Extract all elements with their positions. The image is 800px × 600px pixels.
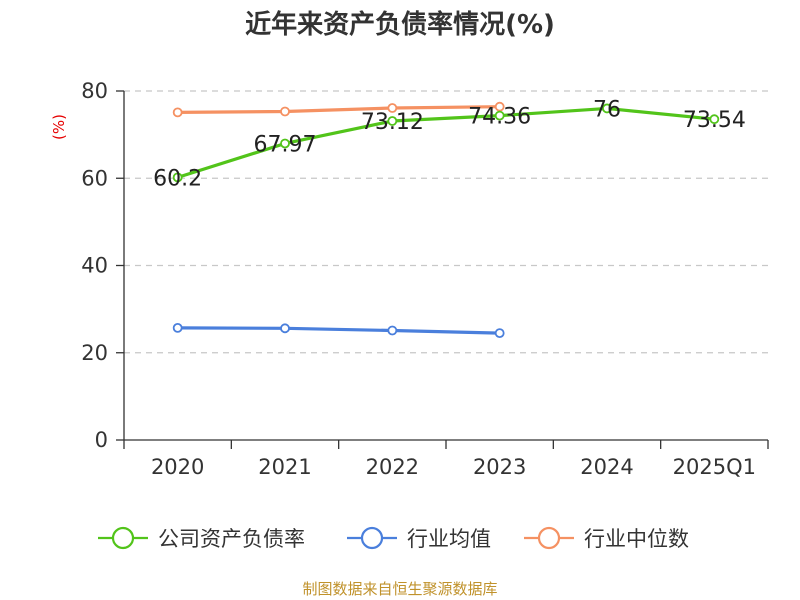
legend[interactable]: 公司资产负债率 行业均值 行业中位数 <box>98 526 689 551</box>
legend-item[interactable]: 公司资产负债率 <box>98 526 305 551</box>
series-lines <box>172 101 720 339</box>
chart-title: 近年来资产负债率情况(%) <box>245 9 555 40</box>
legend-label: 行业均值 <box>407 527 491 551</box>
data-point <box>280 106 290 117</box>
series-line <box>177 326 500 335</box>
data-label: 76 <box>593 97 621 122</box>
data-label: 73.54 <box>683 108 746 133</box>
legend-marker-icon <box>360 526 384 550</box>
data-point <box>172 107 183 118</box>
x-tick-label: 2021 <box>258 455 311 479</box>
axes: 0 20 40 60 80 2020 2021 2022 2023 2024 2025Q1 <box>81 79 769 479</box>
y-tick-label: 20 <box>81 341 108 365</box>
data-point <box>709 114 720 125</box>
data-point <box>280 138 290 149</box>
x-tick-label: 2025Q1 <box>673 455 756 479</box>
series-line <box>177 105 500 114</box>
grid-lines <box>124 90 768 354</box>
data-point <box>494 328 505 339</box>
data-label: 74.36 <box>468 105 531 130</box>
y-tick-label: 0 <box>95 428 108 452</box>
y-tick-label: 40 <box>81 254 108 278</box>
y-tick-label: 60 <box>81 166 108 190</box>
data-point <box>172 322 183 333</box>
x-tick-label: 2022 <box>366 455 419 479</box>
series-line <box>177 106 715 179</box>
legend-marker-icon <box>537 526 561 550</box>
source-note: 制图数据来自恒生聚源数据库 <box>302 580 497 598</box>
x-tick-label: 2024 <box>580 455 633 479</box>
x-tick-label: 2023 <box>473 455 526 479</box>
data-label: 60.2 <box>153 166 202 191</box>
data-point <box>494 110 505 121</box>
data-label: 67.97 <box>254 132 317 157</box>
data-point <box>387 325 398 336</box>
y-axis-unit: (%) <box>50 114 68 140</box>
x-tick-label: 2020 <box>151 455 204 479</box>
data-label: 73.12 <box>361 110 424 135</box>
y-tick-label: 80 <box>81 79 108 103</box>
data-labels: 60.2 67.97 73.12 74.36 76 73.54 <box>153 97 746 191</box>
data-point <box>387 103 398 113</box>
data-point <box>280 323 290 334</box>
data-point <box>172 172 183 183</box>
data-point <box>602 103 612 114</box>
legend-item[interactable]: 行业均值 <box>347 526 491 551</box>
legend-label: 行业中位数 <box>584 527 689 551</box>
data-point <box>387 116 398 126</box>
legend-marker-icon <box>111 526 135 550</box>
legend-item[interactable]: 行业中位数 <box>524 526 689 551</box>
legend-label: 公司资产负债率 <box>158 527 305 551</box>
